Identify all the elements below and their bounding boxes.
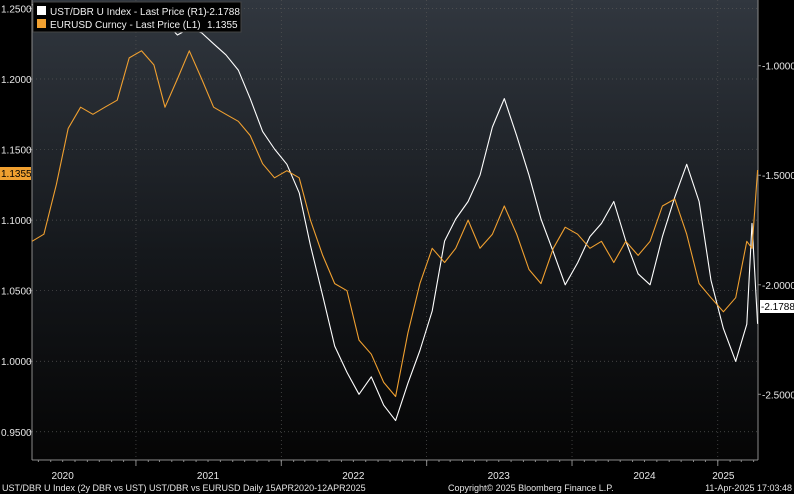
right-last-value-box [760, 300, 794, 313]
footer-timestamp-text: 11-Apr-2025 17:03:48 [705, 483, 792, 493]
right-tick-label: -1.0000 [762, 62, 794, 73]
left-axis-ticks: 0.9500 1.0000 1.0500 1.1000 1.1500 1.2000 1.25… [1, 4, 32, 438]
legend-background [32, 1, 242, 33]
right-last-value-label: -2.1788 [761, 302, 794, 313]
x-axis-ticks: 2020 2021 2022 2023 2024 2025 [37, 460, 755, 482]
legend-swatch-ust-dbr [37, 6, 46, 15]
legend-value-ust-dbr: -2.1788 [206, 7, 240, 18]
x-tick-label: 2022 [342, 471, 365, 482]
last-value-markers: 1.1355 -2.1788 [0, 167, 794, 313]
plot-background [32, 0, 758, 460]
x-tick-label: 2023 [488, 471, 511, 482]
footer-left-text: UST/DBR U Index (2y DBR vs UST) UST/DBR … [2, 483, 366, 493]
left-last-value-label: 1.1355 [1, 169, 32, 180]
legend: UST/DBR U Index - Last Price (R1) -2.178… [32, 1, 242, 33]
legend-swatch-eurusd [37, 19, 46, 28]
left-tick-label: 1.1500 [1, 146, 32, 157]
left-tick-label: 1.1000 [1, 216, 32, 227]
series-line-eurusd [31, 50, 759, 398]
footer: UST/DBR U Index (2y DBR vs UST) UST/DBR … [2, 483, 792, 493]
right-tick-label: -2.5000 [762, 390, 794, 401]
left-last-value-box [0, 167, 31, 180]
right-tick-label: -1.5000 [762, 171, 794, 182]
left-tick-label: 1.2000 [1, 75, 32, 86]
left-tick-label: 0.9500 [1, 428, 32, 439]
legend-label-eurusd: EURUSD Curncy - Last Price (L1) [50, 20, 201, 31]
x-tick-label: 2020 [52, 471, 75, 482]
left-tick-label: 1.0500 [1, 287, 32, 298]
right-axis-ticks: -1.0000 -1.5000 -2.0000 -2.5000 [758, 62, 794, 401]
x-tick-label: 2025 [712, 471, 735, 482]
x-tick-label: 2024 [633, 471, 656, 482]
right-tick-label: -2.0000 [762, 281, 794, 292]
legend-label-ust-dbr: UST/DBR U Index - Last Price (R1) [50, 7, 207, 18]
footer-copyright-text: Copyright© 2025 Bloomberg Finance L.P. [448, 483, 614, 493]
legend-value-eurusd: 1.1355 [207, 20, 238, 31]
left-tick-label: 1.0000 [1, 357, 32, 368]
left-tick-label: 1.2500 [1, 4, 32, 15]
x-tick-label: 2021 [197, 471, 220, 482]
